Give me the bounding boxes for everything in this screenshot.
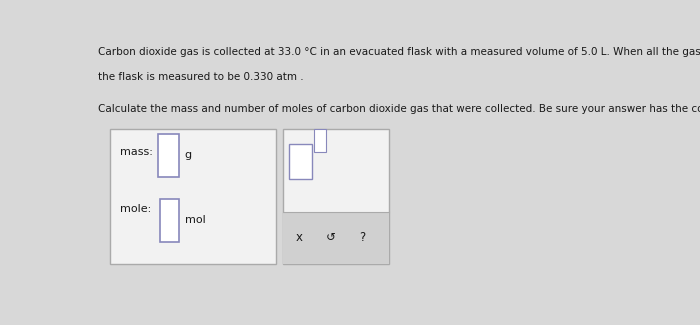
FancyBboxPatch shape: [283, 212, 388, 264]
FancyBboxPatch shape: [111, 129, 276, 264]
FancyBboxPatch shape: [160, 199, 179, 242]
Text: mol: mol: [185, 215, 205, 226]
Text: Carbon dioxide gas is collected at 33.0 °C in an evacuated flask with a measured: Carbon dioxide gas is collected at 33.0 …: [98, 46, 700, 57]
FancyBboxPatch shape: [283, 129, 388, 264]
Text: the flask is measured to be 0.330 atm .: the flask is measured to be 0.330 atm .: [98, 72, 304, 82]
FancyBboxPatch shape: [314, 129, 326, 151]
Text: Calculate the mass and number of moles of carbon dioxide gas that were collected: Calculate the mass and number of moles o…: [98, 104, 700, 114]
Text: mole:: mole:: [120, 204, 151, 214]
Text: ?: ?: [359, 231, 365, 244]
Text: g: g: [184, 150, 191, 160]
FancyBboxPatch shape: [289, 144, 312, 179]
FancyBboxPatch shape: [158, 134, 178, 177]
Text: x: x: [295, 231, 302, 244]
Text: mass:: mass:: [120, 147, 153, 157]
Text: ↺: ↺: [326, 231, 335, 244]
